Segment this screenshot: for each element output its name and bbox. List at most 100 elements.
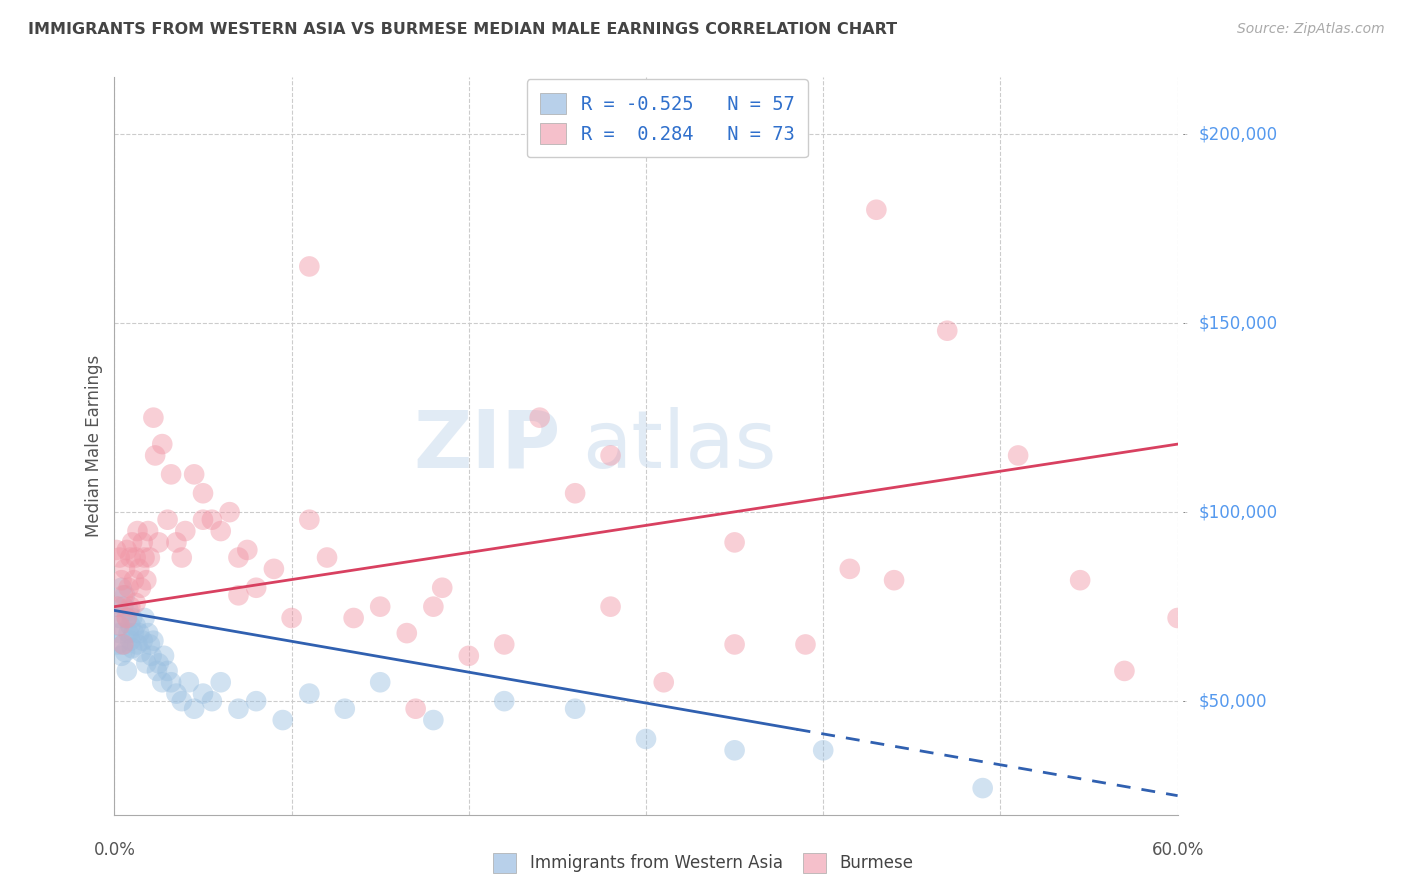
Point [120, 618, 142, 632]
Legend: Immigrants from Western Asia, Burmese: Immigrants from Western Asia, Burmese [486, 847, 920, 880]
Point [121, 641, 143, 656]
Point [201, 694, 224, 708]
Point [136, 524, 159, 538]
Point [107, 637, 129, 651]
Text: ZIP: ZIP [413, 407, 561, 485]
Point [298, 513, 321, 527]
Point [143, 449, 166, 463]
Point [124, 618, 146, 632]
Point [228, 702, 250, 716]
Point [156, 513, 179, 527]
Point [156, 664, 179, 678]
Point [107, 599, 129, 614]
Point [1007, 449, 1029, 463]
Point [972, 781, 994, 796]
Point [128, 626, 150, 640]
Point [105, 599, 128, 614]
Point [1114, 664, 1136, 678]
Text: 60.0%: 60.0% [1152, 841, 1204, 859]
Point [153, 648, 176, 663]
Point [599, 599, 621, 614]
Point [191, 687, 214, 701]
Point [422, 599, 444, 614]
Point [936, 324, 959, 338]
Point [191, 513, 214, 527]
Point [105, 543, 128, 558]
Text: $50,000: $50,000 [1199, 692, 1267, 710]
Point [245, 694, 267, 708]
Point [108, 626, 131, 640]
Point [122, 626, 145, 640]
Point [124, 550, 146, 565]
Point [183, 702, 205, 716]
Point [148, 657, 170, 671]
Point [368, 675, 391, 690]
Point [228, 588, 250, 602]
Point [170, 694, 193, 708]
Point [112, 599, 135, 614]
Point [136, 626, 159, 640]
Y-axis label: Median Male Earnings: Median Male Earnings [86, 355, 103, 537]
Point [298, 687, 321, 701]
Point [115, 543, 138, 558]
Point [170, 550, 193, 565]
Point [494, 694, 516, 708]
Point [209, 675, 232, 690]
Text: $200,000: $200,000 [1199, 125, 1278, 143]
Point [135, 573, 157, 587]
Point [883, 573, 905, 587]
Point [174, 524, 197, 538]
Point [132, 535, 155, 549]
Point [209, 524, 232, 538]
Point [150, 437, 173, 451]
Point [120, 633, 142, 648]
Point [110, 573, 132, 587]
Point [139, 550, 162, 565]
Point [107, 618, 129, 632]
Point [108, 550, 131, 565]
Point [564, 702, 586, 716]
Point [134, 550, 156, 565]
Point [112, 637, 135, 651]
Point [127, 637, 149, 651]
Point [129, 581, 152, 595]
Point [110, 648, 132, 663]
Point [148, 535, 170, 549]
Text: 0.0%: 0.0% [93, 841, 135, 859]
Point [150, 675, 173, 690]
Point [494, 637, 516, 651]
Point [129, 645, 152, 659]
Point [142, 633, 165, 648]
Point [218, 505, 240, 519]
Point [634, 731, 657, 746]
Point [1167, 611, 1189, 625]
Point [117, 603, 139, 617]
Point [115, 664, 138, 678]
Text: atlas: atlas [582, 407, 776, 485]
Point [263, 562, 285, 576]
Point [114, 588, 136, 602]
Point [333, 702, 356, 716]
Point [228, 550, 250, 565]
Point [395, 626, 418, 640]
Point [236, 543, 259, 558]
Point [114, 562, 136, 576]
Point [183, 467, 205, 482]
Point [121, 611, 143, 625]
Point [124, 596, 146, 610]
Point [134, 611, 156, 625]
Point [115, 611, 138, 625]
Point [457, 648, 479, 663]
Point [160, 467, 183, 482]
Point [245, 581, 267, 595]
Point [298, 260, 321, 274]
Point [141, 648, 163, 663]
Point [128, 562, 150, 576]
Point [723, 743, 745, 757]
Point [838, 562, 860, 576]
Point [108, 618, 131, 632]
Point [723, 535, 745, 549]
Point [432, 581, 454, 595]
Point [115, 611, 138, 625]
Point [201, 513, 224, 527]
